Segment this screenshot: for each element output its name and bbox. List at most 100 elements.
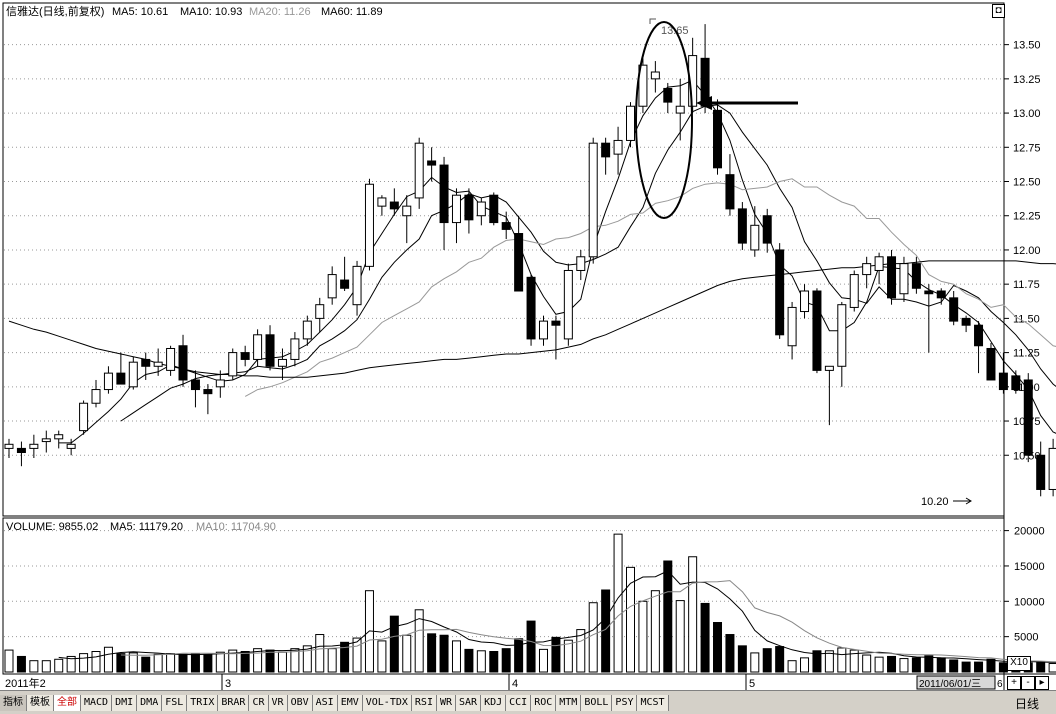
candle-body: [439, 164, 449, 224]
indicator-tab-wr[interactable]: WR: [436, 694, 457, 711]
volume-bar: [812, 650, 822, 673]
price-tick-label: 12.25: [1013, 211, 1041, 223]
candle: [16, 441, 26, 467]
volume-bar: [265, 649, 275, 673]
candle: [501, 211, 511, 239]
indicator-tab-sar[interactable]: SAR: [456, 694, 482, 711]
volume-bar: [576, 629, 586, 673]
candle: [675, 78, 685, 141]
volume-scale-button[interactable]: X10: [1007, 656, 1031, 671]
window-toggle-button[interactable]: ◘: [992, 4, 1005, 18]
volume-bars: [4, 533, 1056, 673]
period-label[interactable]: 日线: [1015, 697, 1040, 711]
date-axis: 2011年2 3 4 5 2011/06/01/三 6: [5, 674, 1003, 690]
indicator-tab-vr[interactable]: VR: [268, 694, 288, 711]
candle-body: [1036, 454, 1046, 490]
indicator-tab-obv[interactable]: OBV: [287, 694, 313, 711]
volume-bar: [899, 658, 909, 673]
indicator-tab-vol-tdx[interactable]: VOL-TDX: [362, 694, 412, 711]
candle-body: [936, 290, 946, 299]
candle: [961, 315, 971, 333]
indicator-tab-trix[interactable]: TRIX: [187, 694, 219, 711]
candle-body: [203, 389, 213, 395]
volume-bar: [887, 655, 897, 673]
indicator-tab-cr[interactable]: CR: [249, 694, 269, 711]
candle-body: [302, 320, 312, 340]
candle-body: [911, 263, 921, 289]
price-legend-ma5: MA5: 10.61: [112, 6, 168, 18]
volume-bar: [862, 654, 872, 673]
candle: [153, 348, 163, 376]
indicator-tab-asi[interactable]: ASI: [312, 694, 338, 711]
candle: [626, 102, 635, 148]
indicator-tab-macd[interactable]: MACD: [81, 694, 113, 711]
zoom-out-button[interactable]: -: [1021, 676, 1035, 690]
volume-bar: [626, 566, 635, 673]
candle: [29, 434, 39, 458]
indicator-tab-mcst[interactable]: MCST: [637, 694, 669, 711]
candle-body: [974, 324, 984, 347]
candle-body: [265, 334, 275, 367]
indicator-tab-psy[interactable]: PSY: [612, 694, 638, 711]
indicator-tab-kdj[interactable]: KDJ: [481, 694, 507, 711]
indicator-tab-emv[interactable]: EMV: [337, 694, 363, 711]
candle: [526, 274, 536, 346]
price-y-axis: 10.5010.7511.0011.2511.5011.7512.0012.25…: [1004, 40, 1041, 462]
indicator-tab-cci[interactable]: CCI: [506, 694, 532, 711]
candle: [54, 430, 64, 449]
indicator-tab-mtm[interactable]: MTM: [556, 694, 582, 711]
candle-body: [277, 358, 287, 367]
candle: [178, 334, 188, 387]
indicator-tab-boll[interactable]: BOLL: [581, 694, 613, 711]
candle: [315, 297, 325, 333]
volume-bar: [974, 661, 984, 673]
candle: [787, 301, 797, 360]
indicator-tab-模板[interactable]: 模板: [27, 694, 54, 711]
candle-body: [166, 347, 176, 371]
indicator-tab-dma[interactable]: DMA: [137, 694, 163, 711]
volume-bar: [16, 655, 26, 673]
candle-body: [389, 201, 399, 210]
candle: [402, 195, 412, 244]
volume-bar: [949, 659, 959, 673]
candle: [79, 400, 89, 435]
indicator-tab-rsi[interactable]: RSI: [411, 694, 437, 711]
volume-bar: [153, 653, 163, 673]
date-month-3: 3: [225, 678, 231, 690]
volume-bar: [253, 648, 263, 673]
candle: [812, 288, 822, 374]
volume-bar: [650, 590, 660, 673]
candle: [277, 348, 287, 380]
candle: [327, 266, 337, 305]
volume-bar: [750, 652, 760, 673]
volume-bar: [824, 650, 834, 673]
candle-body: [427, 160, 437, 166]
indicator-tab-全部[interactable]: 全部: [54, 694, 81, 711]
chart-canvas[interactable]: 10.5010.7511.0011.2511.5011.7512.0012.25…: [0, 0, 1056, 690]
candle-body: [1048, 447, 1056, 490]
candle-body: [613, 139, 623, 155]
zoom-in-button[interactable]: +: [1007, 676, 1021, 690]
candle-body: [364, 183, 374, 267]
indicator-tab-fsl[interactable]: FSL: [162, 694, 188, 711]
indicator-tab-roc[interactable]: ROC: [531, 694, 557, 711]
candle: [1011, 370, 1021, 394]
price-tick-label: 13.00: [1013, 108, 1041, 120]
volume-bar: [228, 649, 238, 673]
price-legend-ma20: MA20: 11.26: [249, 6, 311, 18]
indicator-tab-dmi[interactable]: DMI: [112, 694, 138, 711]
candle-body: [849, 274, 859, 308]
candle: [464, 188, 474, 234]
volume-bar: [588, 602, 598, 673]
candle: [103, 366, 113, 394]
indicator-tab-指标[interactable]: 指标: [0, 694, 27, 711]
candle: [352, 260, 362, 316]
scroll-right-button[interactable]: ▸: [1035, 676, 1049, 690]
candle: [364, 178, 374, 271]
indicator-tab-brar[interactable]: BRAR: [218, 694, 250, 711]
candle: [862, 256, 872, 289]
price-legend-ma60: MA60: 11.89: [321, 6, 383, 18]
volume-y-axis: 5000 10000 15000 20000: [1004, 526, 1045, 644]
volume-bar: [340, 641, 350, 673]
candle-body: [887, 256, 897, 299]
